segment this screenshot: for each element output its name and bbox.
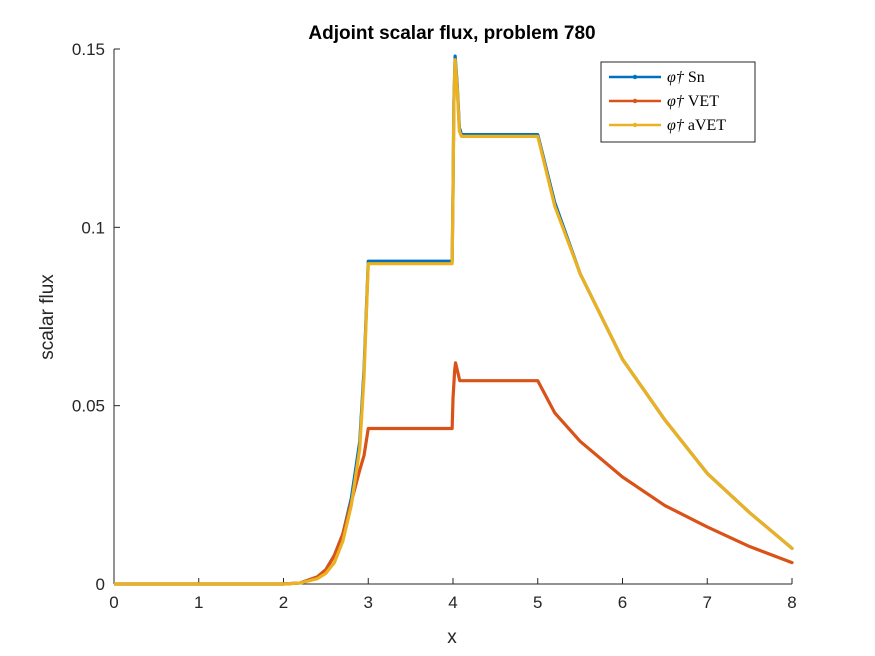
x-tick-label: 7	[703, 593, 712, 612]
legend-entry-sn: φ† Sn	[667, 69, 705, 86]
legend-series-name: Sn	[688, 69, 705, 86]
x-tick-label: 2	[279, 593, 288, 612]
y-tick-label: 0	[96, 575, 105, 594]
legend-symbol: φ†	[667, 93, 688, 110]
legend-marker-avet	[632, 122, 638, 128]
legend-marker-vet	[632, 98, 638, 104]
y-tick-label: 0.1	[81, 218, 105, 237]
x-tick-label: 8	[787, 593, 796, 612]
legend-entry-avet: φ† aVET	[667, 117, 726, 134]
y-tick-label: 0.05	[72, 397, 105, 416]
series-line-avet	[114, 58, 794, 586]
legend-symbol: φ†	[667, 69, 688, 86]
y-axis-label: scalar flux	[37, 274, 58, 360]
x-tick-label: 3	[364, 593, 373, 612]
x-tick-label: 0	[109, 593, 118, 612]
y-tick-label: 0.15	[72, 40, 105, 59]
legend-entry-vet: φ† VET	[667, 93, 719, 110]
chart-title: Adjoint scalar flux, problem 780	[308, 23, 595, 44]
legend-series-name: aVET	[688, 117, 726, 134]
legend-marker-sn	[632, 74, 638, 80]
legend-symbol: φ†	[667, 117, 688, 134]
x-tick-label: 4	[448, 593, 457, 612]
series-line-vet	[114, 361, 794, 586]
x-tick-label: 1	[194, 593, 203, 612]
legend-series-name: VET	[688, 93, 719, 110]
x-tick-label: 5	[533, 593, 542, 612]
x-tick-label: 6	[618, 593, 627, 612]
x-axis-label: x	[447, 627, 457, 648]
